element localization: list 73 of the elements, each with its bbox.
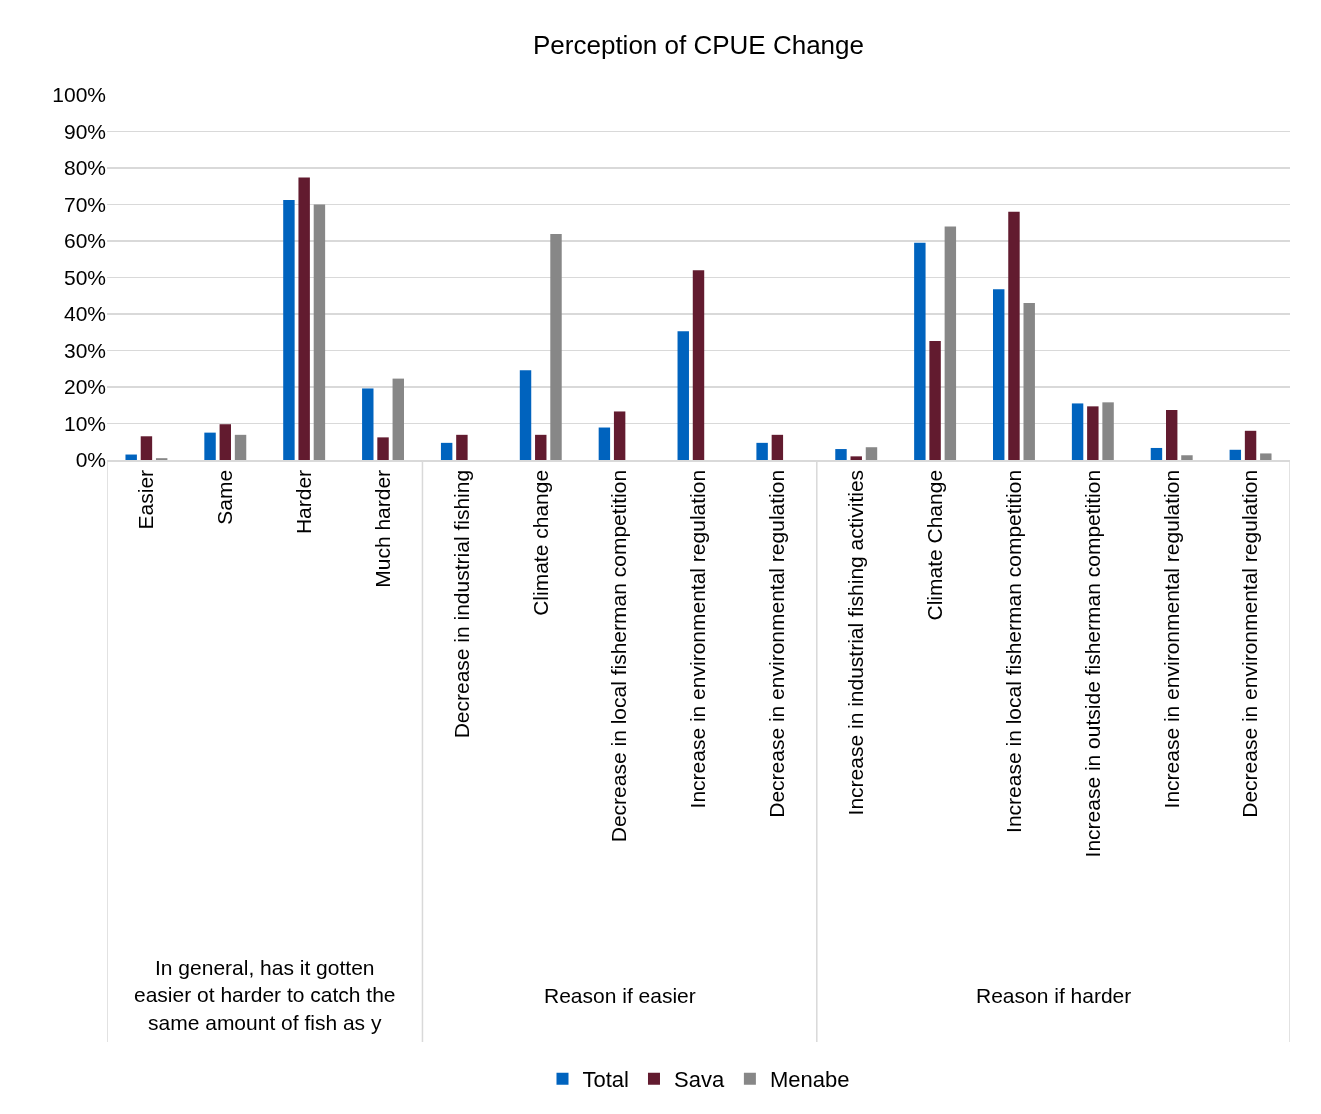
text: Reason if easier [544,984,696,1007]
bar [914,242,926,460]
x-tick-label: Increase in industrial fishing activities [844,469,868,816]
x-tick-label: Easier [134,469,158,530]
x-tick-label: Increase in environmental regulation [1159,469,1183,809]
bar [234,434,247,460]
bar [677,331,689,460]
x-tick-label: Climate change [528,469,552,616]
bar [1150,447,1163,460]
bar [1165,410,1178,460]
bar [535,434,547,460]
bar [835,449,847,460]
y-tick-label: 10% [63,411,106,435]
bar [598,427,611,460]
bar [613,411,626,460]
x-tick-label: Increase in environmental regulation [686,469,710,809]
bar [440,442,453,460]
legend-label: Menabe [769,1067,850,1093]
bar [1244,430,1257,460]
bar [1071,403,1084,460]
y-tick-label: 60% [63,229,106,253]
bar [1087,406,1099,460]
bar [865,447,878,460]
x-tick-label: Increase in outside fisherman competition [1080,469,1104,858]
bar [298,177,310,460]
y-tick-label: 80% [63,156,106,180]
bar [929,341,941,460]
x-tick-label: Increase in local fisherman competition [1001,469,1025,833]
bar [283,200,295,460]
bar [993,289,1005,460]
bar [1229,449,1242,460]
bar [944,226,957,460]
bar [756,442,768,460]
x-tick-label: Decrease in industrial fishing [449,469,473,739]
bar [362,388,374,460]
bar [1102,402,1114,460]
y-tick-label: 30% [63,338,106,362]
bar [204,432,216,460]
text: Reason if harder [976,984,1132,1007]
y-tick-label: 0% [75,448,106,472]
legend-label: Sava [673,1067,725,1093]
bar [550,234,562,460]
x-tick-label: Climate Change [922,469,946,621]
bar [219,424,232,460]
x-tick-label: Decrease in environmental regulation [765,469,789,818]
bar [1260,453,1272,460]
bar [771,434,784,460]
bar [1023,303,1035,460]
x-tick-label: Much harder [370,469,394,588]
bar [456,434,468,460]
y-tick-label: 40% [63,302,106,326]
bar [140,436,153,460]
y-tick-label: 100% [52,83,106,107]
bar [1181,455,1193,460]
x-tick-label: Decrease in environmental regulation [1238,469,1262,818]
y-tick-label: 90% [63,119,106,143]
bar [1008,211,1020,460]
legend-label: Total [582,1067,629,1093]
bar [377,437,389,460]
bar [313,204,326,460]
x-tick-label: Same [213,469,237,525]
y-tick-label: 70% [63,192,106,216]
chart-title: Perception of CPUE Change [533,30,864,61]
bar [850,456,862,460]
bar [692,270,705,460]
bar [125,454,137,460]
text: In general, has it gotten easier ot harder to catch the same amount of fish as y [134,956,396,1034]
y-tick-label: 50% [63,265,106,289]
x-tick-label: Harder [292,469,315,535]
x-tick-label: Decrease in local fisherman competition [607,469,631,843]
bar [519,370,532,460]
y-tick-label: 20% [63,375,106,399]
bar [392,378,404,460]
